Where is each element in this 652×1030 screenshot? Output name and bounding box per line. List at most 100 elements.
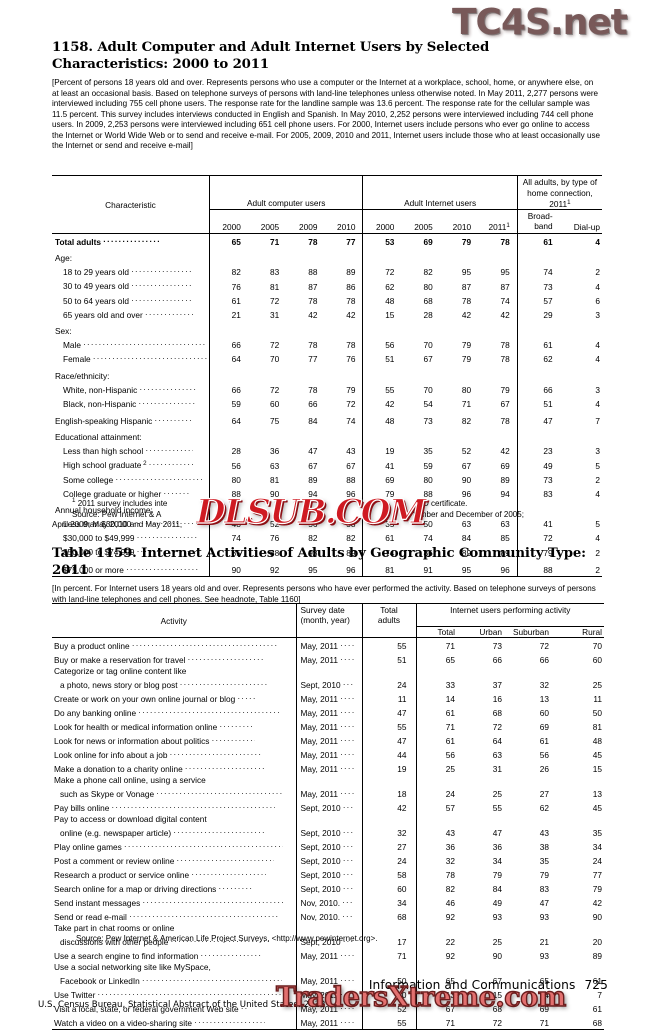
- data-cell: 28: [423, 309, 433, 320]
- table-row: Less than high school ..................…: [52, 443, 602, 458]
- survey-date-text: Sept, 2010: [300, 870, 341, 880]
- data-cell: 78: [500, 416, 510, 427]
- row-label: Send or read e-mail ....................…: [52, 909, 296, 923]
- row-label-text: Buy or make a reservation for travel: [54, 655, 186, 665]
- table-1158-source-line2: April 2009; May 2010 and May 2011,: [52, 520, 183, 530]
- table-row: a photo, news story or blog post .......…: [52, 677, 604, 691]
- leader-dots: ........................................…: [103, 234, 162, 244]
- data-cell-total-adults: [361, 775, 416, 786]
- data-cell: 92: [247, 561, 287, 577]
- leader-dots: ........................................…: [340, 705, 356, 715]
- data-cell: [463, 923, 510, 934]
- survey-date-cell: Sept, 2010 .............................…: [295, 934, 362, 948]
- footnote-ref-1b: 1: [506, 221, 510, 229]
- column-header-internet-2011-label: 2011: [488, 221, 507, 232]
- data-cell: 95: [461, 267, 472, 278]
- column-header-survey-date: Survey date (month, year): [295, 603, 362, 638]
- survey-date-cell: May, 2011 ..............................…: [295, 637, 362, 652]
- spacer-cell: [516, 427, 561, 433]
- data-cell: 50: [423, 519, 433, 530]
- empty-cell: [208, 326, 248, 338]
- table-1159-title: Table 1159. Internet Activities of Adult…: [52, 546, 586, 578]
- data-cell: 47: [539, 898, 549, 908]
- survey-date-text: May, 2011: [300, 976, 339, 986]
- leader-dots: ........................................…: [170, 934, 271, 944]
- data-cell: 96: [324, 561, 363, 577]
- data-cell: 67: [500, 398, 510, 409]
- row-label-text: Look for news or information about polit…: [54, 736, 210, 746]
- table-row: Take part in chat rooms or online: [52, 923, 604, 934]
- leader-dots: ........................................…: [145, 443, 194, 454]
- data-cell: 36: [415, 839, 463, 853]
- data-cell: 78: [286, 233, 325, 249]
- column-header-urban: Urban: [479, 627, 502, 637]
- data-cell: 89: [592, 951, 602, 961]
- data-cell: 95: [500, 267, 510, 278]
- data-cell: 36: [492, 842, 502, 852]
- table-row: Post a comment or review online ........…: [52, 853, 604, 867]
- data-cell: 74: [516, 264, 561, 279]
- data-cell: 71: [415, 1015, 463, 1030]
- row-label-text: Post a comment or review online: [54, 856, 175, 866]
- column-header-broadband: Broad- band: [516, 209, 561, 234]
- survey-date-text: May, 2011: [300, 1018, 339, 1028]
- leader-dots: ........................................…: [83, 337, 207, 348]
- table-row: English-speaking Hispanic ..............…: [52, 412, 602, 428]
- data-cell: 60: [592, 655, 602, 665]
- data-cell: 61: [362, 530, 402, 545]
- data-cell: 68: [492, 1004, 502, 1014]
- data-cell: [557, 666, 604, 677]
- row-label: Use a social networking site like MySpac…: [52, 962, 296, 973]
- data-cell: 35: [423, 446, 433, 457]
- row-label-text: $30,000 to $49,999: [63, 533, 135, 544]
- table-section-header: Race/ethnicity:: [52, 370, 602, 382]
- table-row: Buy or make a reservation for travel ...…: [52, 652, 604, 666]
- table-row: Female .................................…: [52, 351, 602, 366]
- data-cell: 70: [557, 637, 604, 652]
- data-cell-total-adults: 32: [361, 825, 416, 839]
- data-cell: [510, 923, 557, 934]
- survey-date-cell: [295, 775, 362, 786]
- survey-date-text: Sept, 2010: [300, 803, 341, 813]
- leader-dots: ........................................…: [111, 800, 276, 810]
- data-cell: 93: [492, 912, 502, 922]
- empty-cell: [516, 370, 561, 382]
- data-cell: 66: [308, 398, 318, 409]
- row-label: High school graduate 2 .................…: [52, 457, 209, 471]
- data-cell: 89: [500, 547, 510, 558]
- spacer-cell: [516, 500, 561, 505]
- data-cell: 15: [592, 764, 602, 774]
- data-cell: 72: [269, 384, 280, 395]
- row-label: Do any banking online ..................…: [52, 705, 296, 719]
- table-row: Facebook or LinkedIn ...................…: [52, 973, 604, 987]
- data-cell: 76: [346, 354, 356, 365]
- empty-cell: [561, 326, 602, 337]
- row-label-text: Research a product or service online: [54, 870, 190, 880]
- survey-date-text: Sept, 2010: [300, 842, 341, 852]
- survey-date-cell: May, 2011 ..............................…: [295, 719, 362, 733]
- data-cell: 53: [362, 233, 402, 249]
- row-label: $75,000 or more ........................…: [52, 561, 210, 577]
- data-cell: 78: [415, 867, 463, 881]
- survey-date-cell: Nov, 2010. .............................…: [295, 909, 362, 923]
- data-cell: 20: [592, 937, 602, 947]
- spacer-cell: [362, 365, 402, 371]
- row-label: Female .................................…: [52, 351, 209, 365]
- data-cell: 11: [593, 694, 602, 704]
- leader-dots: ........................................…: [340, 1015, 356, 1025]
- leader-dots: ........................................…: [200, 948, 263, 958]
- empty-cell: [286, 432, 324, 443]
- empty-cell: [478, 326, 517, 337]
- empty-cell: [401, 253, 439, 264]
- empty-cell: [561, 432, 602, 443]
- data-cell-total-adults: 34: [361, 895, 416, 909]
- row-label: Buy or make a reservation for travel ...…: [52, 652, 296, 666]
- data-cell: 94: [308, 488, 318, 499]
- data-cell: 42: [346, 309, 356, 320]
- row-label: Use Twitter ............................…: [52, 987, 296, 1001]
- table-row: Some college ...........................…: [52, 471, 602, 486]
- column-header-computer-2009: 2009: [299, 221, 318, 232]
- column-header-internet-2005: 2005: [414, 221, 433, 232]
- leader-dots: ........................................…: [342, 825, 355, 835]
- survey-date-text: May, 2011: [300, 951, 339, 961]
